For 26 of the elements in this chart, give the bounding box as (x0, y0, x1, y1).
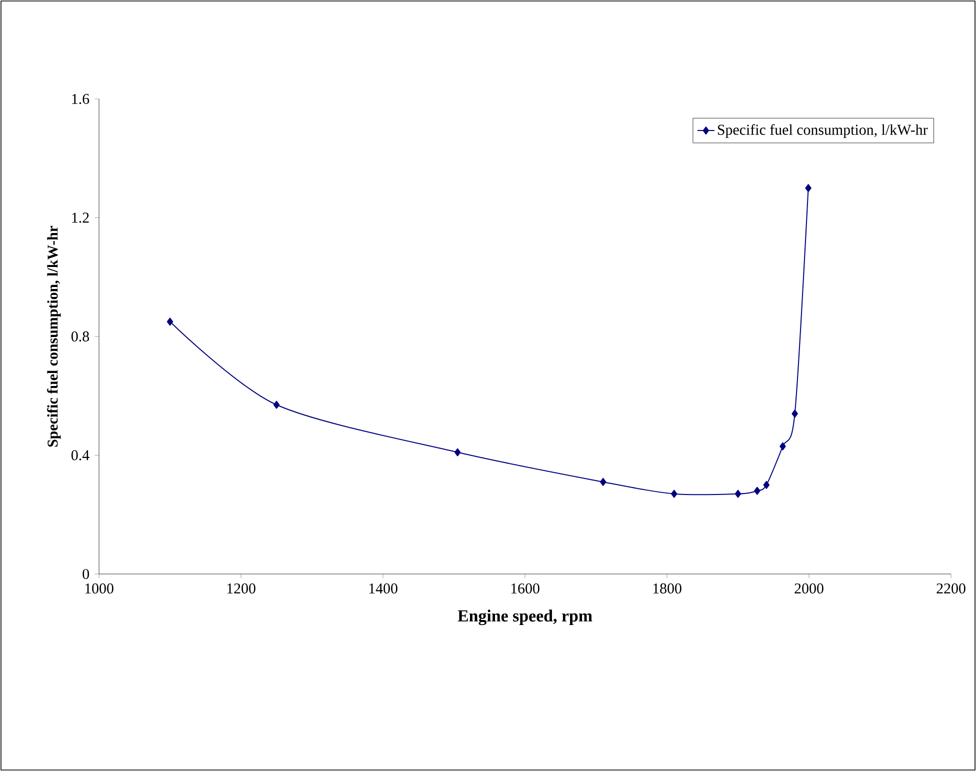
x-tick-label: 1600 (511, 583, 540, 594)
y-axis-title: Specific fuel consumption, l/kW-hr (47, 226, 61, 447)
y-tick-label: 0 (82, 568, 90, 580)
y-tick-label: 0.4 (71, 450, 90, 460)
x-axis-title: Engine speed, rpm (458, 610, 592, 626)
point (734, 490, 742, 498)
point (805, 184, 812, 192)
y-tick-label: 1.2 (72, 212, 89, 223)
point (670, 490, 678, 498)
point (780, 442, 786, 450)
x-tick-label: 1200 (227, 583, 256, 594)
x-tick-label: 2000 (794, 583, 824, 594)
point (754, 486, 760, 495)
legend-label: Specific fuel consumption, l/kW-hr (718, 124, 928, 138)
x-tick-label: 1400 (369, 583, 398, 594)
point (763, 480, 770, 489)
y-tick-label: 1.6 (72, 94, 90, 104)
point (792, 410, 798, 418)
x-tick-label: 1000 (85, 583, 114, 594)
point (273, 400, 280, 409)
point (166, 318, 174, 326)
x-tick-label: 1800 (653, 583, 682, 594)
point (600, 478, 606, 486)
x-tick-label: 2200 (936, 583, 966, 594)
y-tick-label: 0.8 (71, 331, 90, 342)
point (454, 448, 461, 456)
